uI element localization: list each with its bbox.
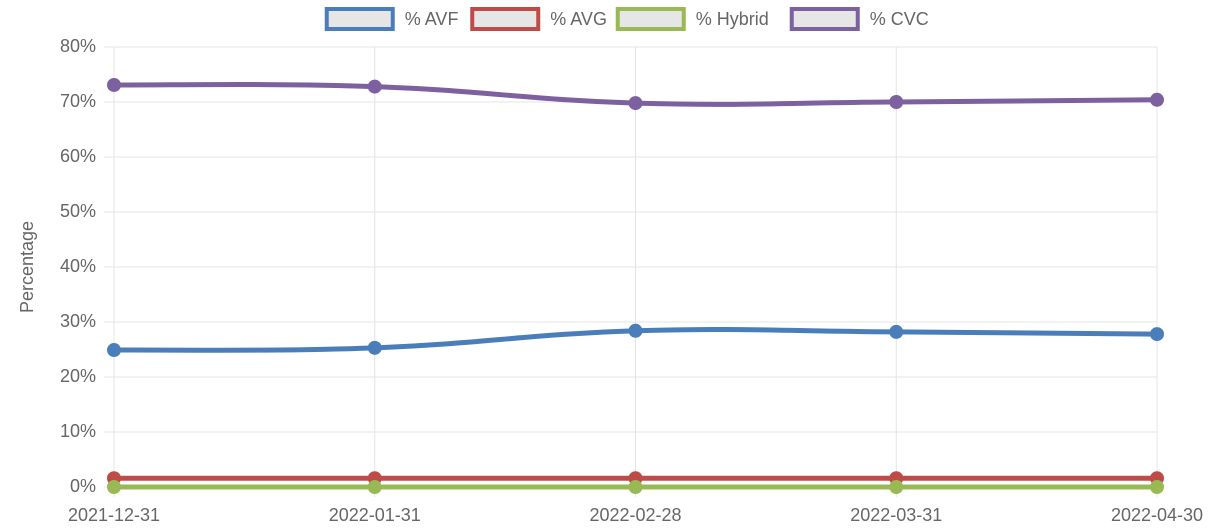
y-tick-label: 10% [60,421,96,441]
y-axis-label: Percentage [17,221,37,313]
legend-swatch [470,7,541,31]
data-point [628,323,643,338]
data-point [628,480,643,494]
legend-label: % Hybrid [696,9,769,29]
y-tick-label: 70% [60,91,96,111]
data-point [107,77,121,92]
legend-label: % CVC [870,9,929,29]
y-tick-label: 30% [60,311,96,331]
legend-swatch [324,7,395,31]
data-point [107,343,121,358]
data-point [1150,327,1164,342]
y-tick-label: 50% [60,201,96,221]
data-point [1150,480,1164,494]
data-point [367,79,382,94]
y-tick-label: 20% [60,366,96,386]
data-point [1150,92,1164,107]
legend-swatch [615,7,686,31]
data-point [367,480,382,494]
legend-label: % AVG [550,9,607,29]
x-tick-label: 2021-12-31 [68,505,160,525]
data-point [367,340,382,355]
x-tick-label: 2022-03-31 [850,505,942,525]
data-point [889,480,904,494]
legend-swatch [789,7,860,31]
y-tick-label: 60% [60,146,96,166]
data-point [889,95,904,109]
data-point [628,96,643,111]
y-tick-label: 80% [60,36,96,56]
legend-label: % AVF [405,9,459,29]
x-tick-label: 2022-01-31 [329,505,421,525]
x-tick-label: 2022-04-30 [1111,505,1203,525]
data-point [889,324,904,339]
x-tick-label: 2022-02-28 [589,505,681,525]
data-point [107,480,121,494]
y-tick-label: 0% [70,476,96,496]
y-tick-label: 40% [60,256,96,276]
